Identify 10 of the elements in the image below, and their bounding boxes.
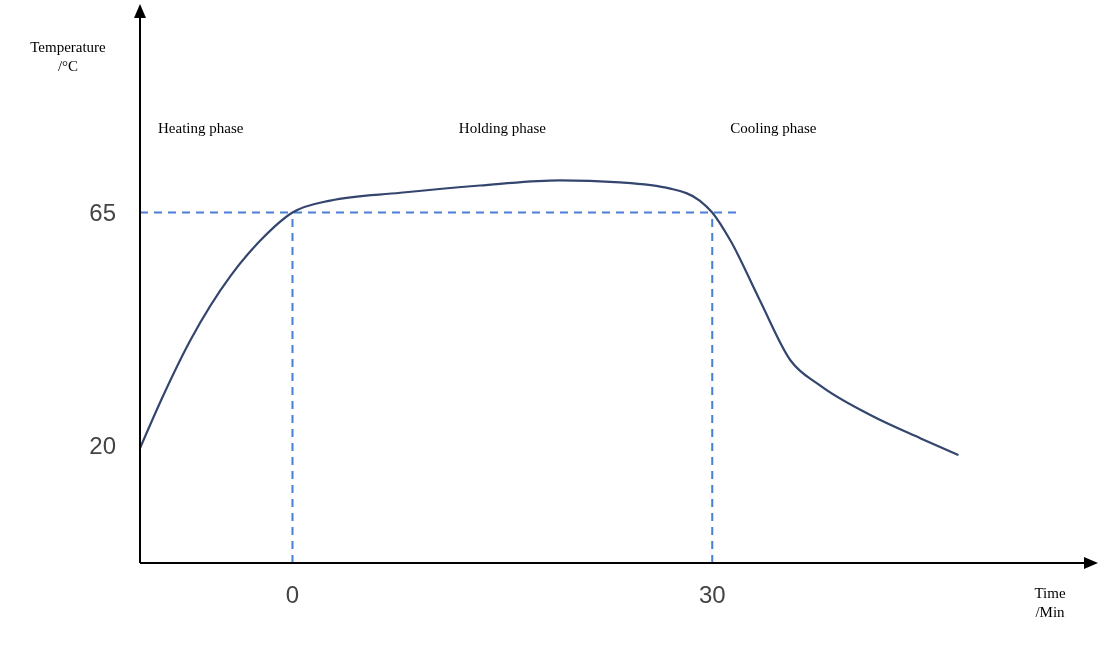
annotation: Cooling phase <box>730 120 817 136</box>
y-tick-label: 20 <box>89 432 116 460</box>
x-tick-label: 30 <box>698 581 726 608</box>
annotation: Holding phase <box>458 120 547 136</box>
y-tick-label: 65 <box>89 198 116 226</box>
x-axis-title: Time /Min <box>1034 585 1066 620</box>
annotation: Heating phase <box>158 120 244 136</box>
y-axis-title: Temperature /°C <box>30 39 107 74</box>
line-series <box>138 179 960 457</box>
x-tick-label: 0 <box>285 581 300 608</box>
